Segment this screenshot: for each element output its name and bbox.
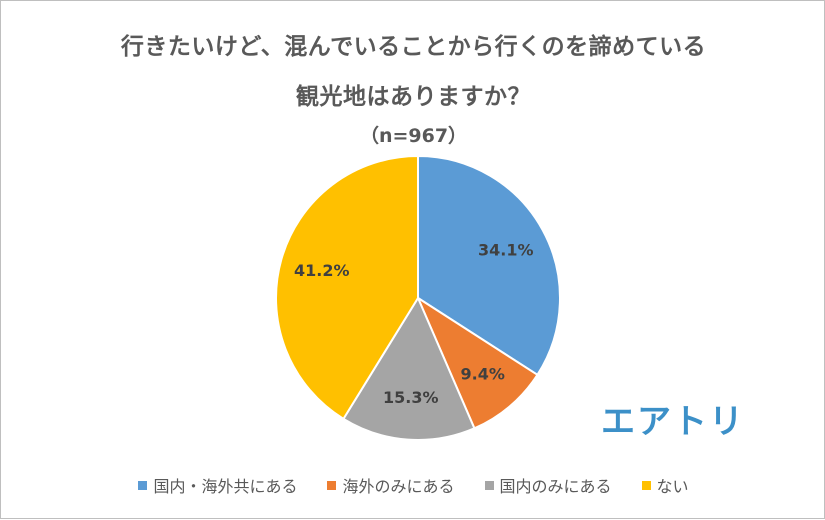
slice-data-label: 41.2% [294, 261, 350, 280]
legend-swatch [641, 480, 651, 490]
legend-swatch [138, 480, 148, 490]
airtrip-logo: エアトリ [601, 402, 745, 442]
legend-label: 国内のみにある [499, 477, 612, 496]
slice-data-label: 9.4% [461, 365, 505, 384]
chart-subtitle: （n=967） [359, 125, 468, 147]
legend-item-domestic-only: 国内のみにある [484, 473, 612, 497]
slice-data-label: 34.1% [478, 241, 534, 260]
legend-label: 海外のみにある [342, 477, 455, 496]
chart-title-line1: 行きたいけど、混んでいることから行くのを諦めている [120, 34, 707, 60]
legend-label: 国内・海外共にある [153, 477, 298, 496]
chart-legend: 国内・海外共にある 海外のみにある 国内のみにある ない [1, 473, 825, 497]
slice-data-label: 15.3% [383, 388, 439, 407]
chart-title-line2: 観光地はありますか？ [296, 84, 531, 110]
pie-slice [342, 295, 476, 441]
legend-swatch [484, 480, 494, 490]
pie-slice [275, 154, 419, 421]
legend-item-both: 国内・海外共にある [138, 473, 297, 497]
legend-swatch [327, 480, 337, 490]
pie-slice [415, 295, 539, 430]
legend-item-overseas-only: 海外のみにある [327, 473, 455, 497]
legend-label: ない [656, 477, 689, 496]
legend-item-none: ない [641, 473, 689, 497]
